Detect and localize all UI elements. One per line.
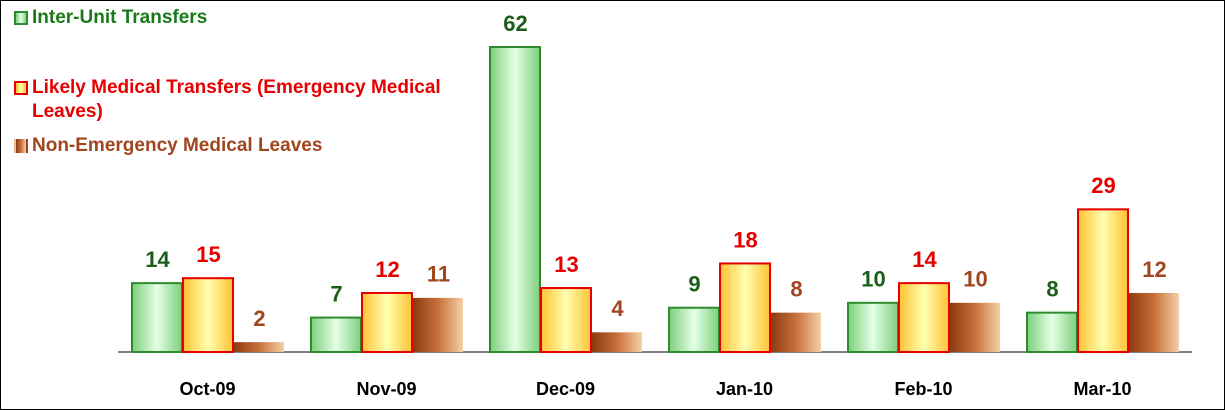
x-tick-label: Jan-10 <box>716 379 773 399</box>
bar <box>847 301 899 354</box>
legend-entry: Inter-Unit Transfers <box>14 6 484 30</box>
legend-swatch <box>14 11 28 25</box>
data-label: 18 <box>733 227 757 252</box>
x-tick-label: Mar-10 <box>1073 379 1131 399</box>
legend-label: Likely Medical Transfers (Emergency Medi… <box>32 77 441 122</box>
x-tick-label: Feb-10 <box>894 379 952 399</box>
data-label: 14 <box>912 247 937 272</box>
bar <box>182 277 234 354</box>
legend-swatch <box>14 81 28 95</box>
bar <box>489 46 541 353</box>
bar <box>1077 208 1129 353</box>
data-label: 12 <box>1142 257 1166 282</box>
data-label: 15 <box>196 242 220 267</box>
x-tick-label: Nov-09 <box>356 379 416 399</box>
bar <box>1026 311 1078 354</box>
data-label: 62 <box>503 11 527 36</box>
data-label: 12 <box>375 257 399 282</box>
legend-entry: Likely Medical Transfers (Emergency Medi… <box>14 76 484 124</box>
data-label: 2 <box>253 306 265 331</box>
bar <box>1129 292 1179 352</box>
data-label: 29 <box>1091 173 1115 198</box>
bar <box>668 306 720 353</box>
data-label: 13 <box>554 252 578 277</box>
bar <box>950 302 1000 352</box>
x-tick-label: Dec-09 <box>536 379 595 399</box>
bar <box>719 262 771 353</box>
legend: Inter-Unit Transfers Likely Medical Trans… <box>14 6 484 168</box>
x-tick-label: Oct-09 <box>179 379 235 399</box>
bar <box>361 291 413 353</box>
bar <box>771 312 821 352</box>
legend-label: Non-Emergency Medical Leaves <box>32 135 323 156</box>
legend-entry: Non-Emergency Medical Leaves <box>14 134 484 158</box>
bar <box>592 332 642 352</box>
data-label: 8 <box>1046 276 1058 301</box>
bar <box>234 342 284 352</box>
bar <box>131 282 183 353</box>
data-label: 8 <box>790 276 802 301</box>
legend-swatch <box>14 139 28 153</box>
data-label: 7 <box>330 281 342 306</box>
bar <box>413 297 463 352</box>
data-label: 11 <box>427 262 450 287</box>
data-label: 10 <box>861 267 885 292</box>
bar <box>540 287 592 354</box>
data-label: 14 <box>145 247 170 272</box>
bar <box>898 282 950 353</box>
bar <box>310 316 362 353</box>
data-label: 4 <box>611 296 624 321</box>
legend-label: Inter-Unit Transfers <box>32 7 208 28</box>
data-label: 10 <box>963 267 987 292</box>
data-label: 9 <box>688 272 700 297</box>
